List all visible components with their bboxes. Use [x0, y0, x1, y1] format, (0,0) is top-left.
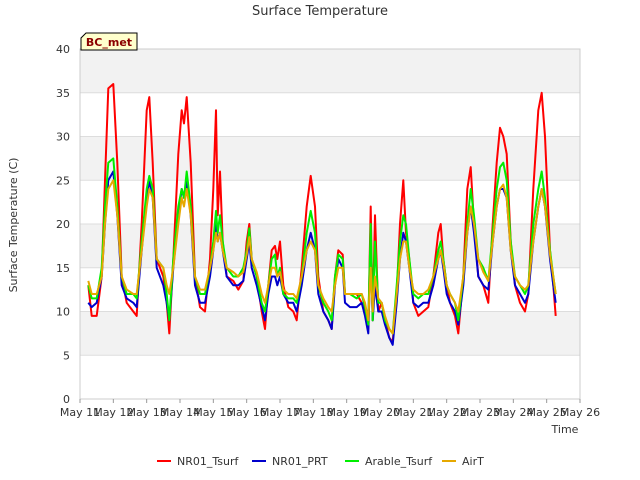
- y-axis-title: Surface Temperature (C): [7, 158, 20, 293]
- y-tick-label: 20: [56, 218, 70, 231]
- plot-band: [80, 224, 580, 268]
- y-tick-label: 10: [56, 306, 70, 319]
- legend-label: AirT: [462, 455, 484, 468]
- plot-band: [80, 49, 580, 93]
- plot-band: [80, 267, 580, 312]
- y-axis: 0 5 10 15 20 25 30 35 40: [56, 43, 70, 406]
- x-tick-label: May 24: [493, 406, 533, 419]
- x-tick-label: May 11: [60, 406, 100, 419]
- x-tick-label: May 16: [227, 406, 267, 419]
- y-tick-label: 40: [56, 43, 70, 56]
- x-tick-label: May 15: [193, 406, 233, 419]
- x-tick-label: May 13: [127, 406, 167, 419]
- x-tick-label: May 14: [160, 406, 200, 419]
- station-badge: BC_met: [80, 32, 138, 51]
- plot-frame: [79, 48, 581, 400]
- y-tick-label: 30: [56, 131, 70, 144]
- y-tick-label: 15: [56, 262, 70, 275]
- x-tick-label: May 18: [293, 406, 333, 419]
- legend-label: NR01_PRT: [272, 455, 328, 468]
- plot-band: [80, 311, 580, 356]
- legend-label: NR01_Tsurf: [177, 455, 239, 468]
- x-axis-title: Time: [551, 423, 579, 436]
- x-tick-label: May 22: [427, 406, 467, 419]
- y-tick-label: 5: [63, 349, 70, 362]
- chart-title: Surface Temperature: [252, 4, 388, 19]
- y-tick-label: 35: [56, 87, 70, 100]
- plot-band: [80, 92, 580, 137]
- x-tick-label: May 21: [393, 406, 433, 419]
- badge-shape: [80, 32, 138, 51]
- plot-band: [80, 355, 580, 399]
- x-tick-label: May 20: [360, 406, 400, 419]
- x-tick-label: May 26: [560, 406, 600, 419]
- x-tick-label: May 25: [527, 406, 567, 419]
- badge-label: BC_met: [86, 36, 132, 49]
- x-tick-label: May 19: [327, 406, 367, 419]
- series-line-airt: [87, 179, 557, 335]
- x-tick-label: May 17: [260, 406, 300, 419]
- y-tick-label: 0: [63, 393, 70, 406]
- y-tick-label: 25: [56, 174, 70, 187]
- series-lines: [87, 83, 557, 346]
- x-tick-label: May 23: [460, 406, 500, 419]
- legend-label: Arable_Tsurf: [365, 455, 433, 468]
- legend: NR01_Tsurf NR01_PRT Arable_Tsurf AirT: [157, 455, 484, 468]
- x-tick-label: May 12: [93, 406, 133, 419]
